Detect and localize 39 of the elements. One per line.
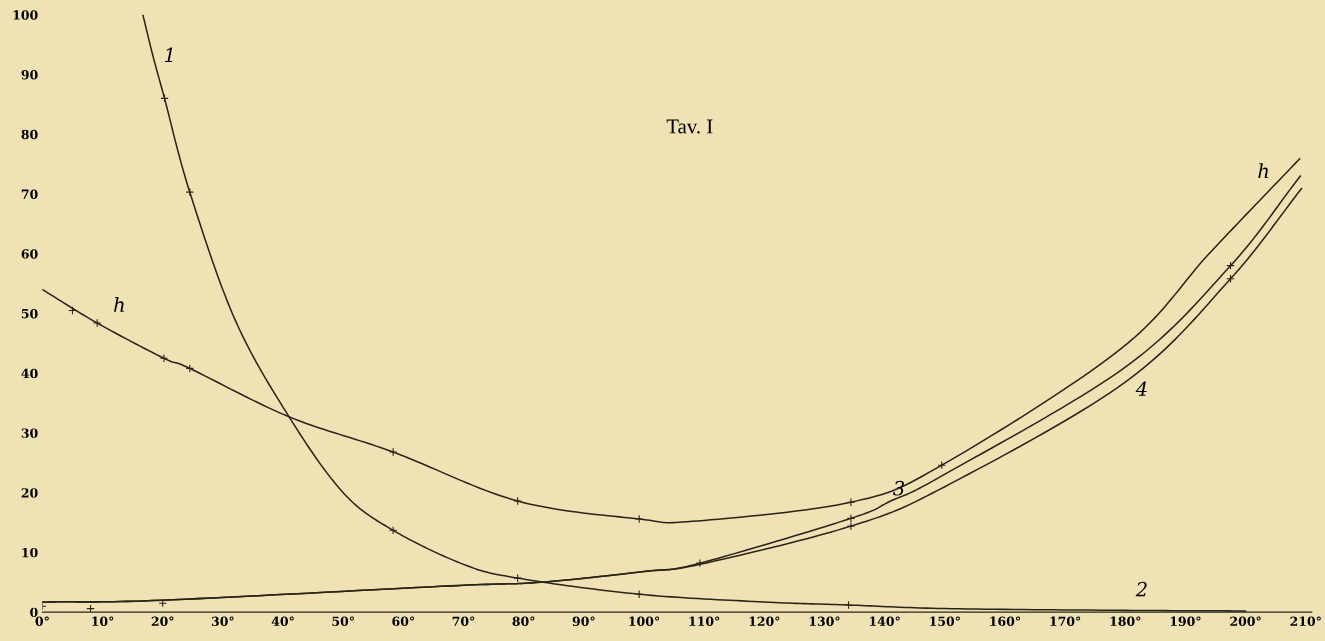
x-tick-label: 10° [92,616,114,626]
y-tick-label: 70 [21,189,38,199]
x-tick-label: 80° [512,616,535,626]
x-tick-label: 130° [809,616,840,626]
x-tick-label: 190° [1170,616,1201,626]
annotation: h [114,296,124,312]
x-tick-label: 50° [332,616,354,626]
y-tick-label: 0 [30,607,38,618]
y-tick-label: 90 [21,69,38,80]
x-tick-label: 30° [211,616,234,626]
x-tick-label: 100° [629,616,660,626]
x-tick-label: 120° [749,616,780,626]
x-tick-label: 110° [689,616,720,626]
y-tick-label: 10 [22,547,38,558]
x-tick-label: 160° [990,616,1021,626]
annotation: 4 [1135,381,1147,396]
y-tick-label: 50 [21,308,38,319]
y-tick-label: 100 [13,10,38,20]
annotation: 2 [1135,581,1147,597]
x-tick-label: 40° [271,616,294,626]
x-tick-label: 20° [151,616,174,626]
x-tick-label: 150° [930,616,960,626]
y-tick-label: 60 [21,249,38,259]
y-tick-label: 30 [21,428,38,438]
text: Tav. I [666,119,713,134]
annotation: 1 [164,47,173,62]
x-tick-label: 180° [1110,616,1141,626]
x-tick-label: 70° [452,616,475,626]
annotation: h [1258,163,1269,178]
x-tick-label: 170° [1050,616,1081,626]
y-tick-label: 20 [21,488,38,498]
x-tick-label: 0° [35,616,49,626]
x-tick-label: 90° [572,616,595,626]
y-tick-label: 40 [21,368,38,379]
x-tick-label: 210° [1290,616,1321,626]
x-tick-label: 140° [869,616,900,626]
y-tick-label: 80 [21,129,38,140]
x-tick-label: 60° [392,616,415,626]
x-tick-label: 200° [1230,616,1261,626]
